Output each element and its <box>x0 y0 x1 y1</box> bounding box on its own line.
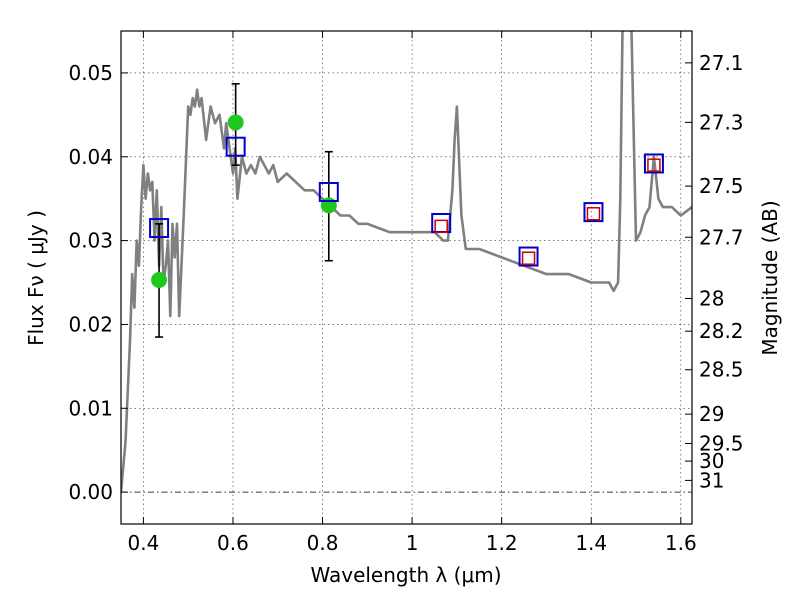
plot-clip-group <box>121 31 692 493</box>
observed-point <box>151 272 168 289</box>
axis-layer: 0.4 0.6 0.8 1 1.2 1.4 1.6 0.00 0.01 0.02 0.03 0.04 0… <box>68 30 744 555</box>
x-tick-label: 0.6 <box>217 531 249 555</box>
y-tick-label: 0.05 <box>68 61 113 85</box>
x-tick-label: 0.8 <box>307 531 339 555</box>
model-band-square <box>318 181 339 202</box>
band-limit-square <box>647 158 661 172</box>
magnitude-tick-label: 28.5 <box>699 358 744 382</box>
sed-model-line <box>121 31 692 493</box>
y-axis-label: Flux Fν ( μJy ) <box>24 210 48 346</box>
magnitude-tick-label: 30 <box>699 449 724 473</box>
y-tick-label: 0.00 <box>68 480 113 504</box>
y-tick-label: 0.01 <box>68 396 113 420</box>
observed-point <box>320 197 337 214</box>
band-limit-square <box>521 251 536 265</box>
x-tick-label: 1.6 <box>665 531 697 555</box>
magnitude-tick-label: 28.2 <box>699 319 744 343</box>
data-layer <box>121 31 692 493</box>
magnitude-tick-label: 27.3 <box>699 110 744 134</box>
magnitude-tick-label: 27.7 <box>699 225 744 249</box>
magnitude-tick-label: 31 <box>699 468 724 492</box>
magnitude-tick-label: 28 <box>699 286 724 310</box>
model-band-square <box>225 136 246 157</box>
band-limit-square <box>434 219 448 234</box>
observed-point <box>227 114 244 131</box>
model-band-square <box>583 202 604 223</box>
x-tick-label: 1.4 <box>575 531 607 555</box>
model-band-square <box>149 218 170 239</box>
magnitude-tick-label: 27.1 <box>699 51 744 75</box>
x-tick-label: 0.4 <box>127 531 159 555</box>
magnitude-tick-label: 29 <box>699 402 724 426</box>
x-axis-label: Wavelength λ (μm) <box>310 563 501 587</box>
y-tick-label: 0.02 <box>68 312 113 336</box>
x-tick-label: 1.2 <box>486 531 518 555</box>
magnitude-tick-label: 29.5 <box>699 432 744 456</box>
magnitude-tick-label: 27.5 <box>699 174 744 198</box>
y-tick-label: 0.03 <box>68 229 113 253</box>
plot-frame <box>120 30 693 525</box>
band-limit-square <box>586 207 601 221</box>
x-tick-label: 1 <box>406 531 419 555</box>
grid-layer <box>121 31 692 524</box>
model-band-square <box>643 153 664 174</box>
model-band-square <box>518 246 539 267</box>
y-axis-right-label: Magnitude (AB) <box>758 200 782 355</box>
y-tick-label: 0.04 <box>68 145 113 169</box>
